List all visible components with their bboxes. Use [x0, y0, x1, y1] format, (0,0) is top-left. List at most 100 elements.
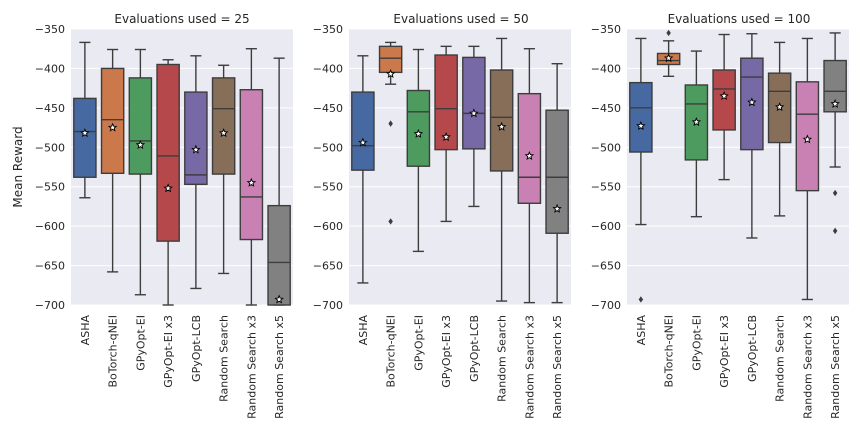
box-gpyopt-ei-x3: [712, 69, 736, 131]
y-tick-label: −550: [313, 181, 343, 194]
x-tick-label: Random Search: [218, 315, 231, 402]
subplot-title-3: Evaluations used = 100: [668, 12, 811, 26]
mean-marker: [719, 91, 729, 101]
outlier-marker: [832, 227, 838, 235]
y-tick-label: −400: [313, 62, 343, 75]
mean-marker: [469, 108, 479, 118]
mean-marker: [385, 68, 396, 78]
x-tick-label: GPyOpt-LCB: [468, 315, 481, 382]
mean-marker: [358, 137, 368, 147]
mean-marker: [691, 117, 702, 127]
y-tick-label: −700: [313, 299, 343, 312]
y-tick-label: −650: [35, 260, 65, 273]
x-tick-label: BoTorch-qNEI: [385, 315, 398, 388]
x-tick-label: GPyOpt-EI: [412, 315, 425, 371]
x-tick-label: GPyOpt-LCB: [746, 315, 759, 382]
y-tick-label: −450: [35, 102, 65, 115]
box-gpyopt-ei: [406, 89, 431, 167]
x-tick-label: GPyOpt-EI: [690, 315, 703, 371]
box-asha: [73, 97, 97, 178]
mean-marker: [663, 53, 674, 63]
x-tick-label: Random Search x5: [829, 315, 842, 419]
y-tick-label: −600: [591, 220, 621, 233]
mean-marker: [774, 102, 785, 112]
y-tick-label: −600: [313, 220, 343, 233]
outlier-marker: [388, 218, 393, 225]
mean-marker: [830, 98, 840, 108]
subplot-title-1: Evaluations used = 25: [114, 12, 249, 26]
x-tick-label: Random Search: [774, 315, 787, 402]
y-tick-label: −550: [35, 181, 65, 194]
box-gpyopt-ei: [128, 77, 153, 175]
y-tick-label: −400: [591, 62, 621, 75]
x-tick-label: Random Search: [496, 315, 509, 402]
box-random-search-x3: [239, 89, 264, 241]
mean-marker: [80, 128, 90, 138]
box-gpyopt-ei-x3: [434, 54, 458, 151]
x-tick-label: ASHA: [79, 315, 92, 346]
mean-marker: [413, 128, 424, 138]
x-tick-label: ASHA: [357, 315, 370, 346]
y-tick-label: −400: [35, 62, 65, 75]
y-tick-label: −450: [313, 102, 343, 115]
x-tick-label: Random Search x3: [523, 315, 536, 419]
box-asha: [351, 91, 375, 171]
box-gpyopt-lcb: [462, 56, 486, 150]
y-tick-label: −350: [35, 23, 65, 36]
mean-marker: [747, 97, 757, 107]
outlier-marker: [388, 120, 393, 127]
y-tick-label: −500: [313, 141, 343, 154]
y-tick-label: −500: [591, 141, 621, 154]
x-tick-label: Random Search x5: [551, 315, 564, 419]
x-tick-label: GPyOpt-EI: [134, 315, 147, 371]
mean-marker: [636, 121, 646, 131]
subplot-title-2: Evaluations used = 50: [393, 12, 528, 26]
mean-marker: [496, 121, 507, 131]
x-tick-label: Random Search x3: [245, 315, 258, 419]
box-random-search-x5: [545, 109, 569, 234]
mean-marker: [246, 177, 257, 187]
y-tick-label: −500: [35, 141, 65, 154]
y-tick-label: −650: [313, 260, 343, 273]
box-random-search-x5: [267, 204, 291, 306]
x-tick-label: Random Search x3: [801, 315, 814, 419]
mean-marker: [191, 144, 201, 154]
subplot-2: Evaluations used = 50 −350 −400 −450 −500 −5…: [313, 12, 571, 419]
x-tick-label: GPyOpt-EI x3: [440, 315, 453, 388]
y-tick-label: −700: [591, 299, 621, 312]
x-tick-label: GPyOpt-EI x3: [162, 315, 175, 388]
mean-marker: [552, 203, 562, 213]
subplot-3: Evaluations used = 100 −350 −400 −450 −500 −…: [591, 12, 849, 419]
x-tick-label: ASHA: [635, 315, 648, 346]
x-tick-label: BoTorch-qNEI: [107, 315, 120, 388]
mean-marker: [524, 150, 535, 160]
mean-marker: [441, 132, 451, 142]
y-tick-label: −350: [591, 23, 621, 36]
box-botorch-qnei: [100, 67, 125, 175]
mean-marker: [802, 134, 813, 144]
mean-marker: [163, 183, 173, 193]
box-random-search: [211, 77, 236, 175]
x-tick-label: GPyOpt-EI x3: [718, 315, 731, 388]
y-tick-label: −350: [313, 23, 343, 36]
outlier-marker: [638, 296, 644, 303]
x-tick-label: Random Search x5: [273, 315, 286, 419]
y-tick-label: −650: [591, 260, 621, 273]
outlier-marker: [832, 189, 838, 197]
y-tick-label: −450: [591, 102, 621, 115]
box-random-search-x3: [517, 92, 542, 204]
mean-marker: [135, 139, 146, 149]
mean-marker: [218, 128, 229, 138]
box-gpyopt-ei-x3: [156, 63, 180, 242]
mean-marker: [107, 122, 118, 132]
x-tick-label: BoTorch-qNEI: [663, 315, 676, 388]
box-random-search-x5: [823, 59, 847, 113]
mean-marker: [274, 294, 284, 304]
y-axis-label: Mean Reward: [11, 126, 25, 207]
subplot-1: Evaluations used = 25 −350 −400 −450 −500 −5…: [35, 12, 293, 419]
box-botorch-qnei: [378, 45, 403, 74]
y-tick-label: −700: [35, 299, 65, 312]
y-tick-label: −600: [35, 220, 65, 233]
outlier-marker: [666, 29, 671, 37]
